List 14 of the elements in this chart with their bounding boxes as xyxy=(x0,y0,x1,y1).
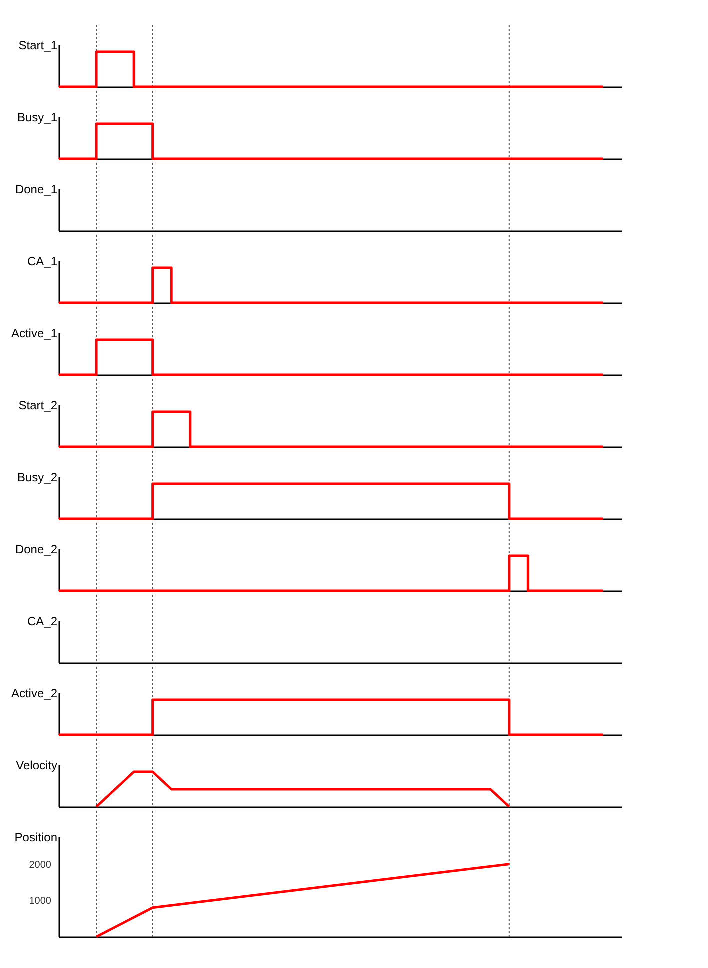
text: Done_1 xyxy=(15,182,58,196)
text: CA_2 xyxy=(27,614,58,628)
y-axis-title: CA_1 xyxy=(27,254,58,268)
y-axis-title: Active_2 xyxy=(11,686,58,700)
y-tick-label: 2000 xyxy=(29,860,52,871)
y-axis-title: Busy_2 xyxy=(17,470,58,484)
y-axis-title: Start_2 xyxy=(18,398,58,412)
y-axis-title: Velocity xyxy=(16,758,58,772)
y-axis-title: Position xyxy=(14,830,58,844)
y-axis-title: Start_1 xyxy=(18,38,58,52)
y-axis-title: Busy_1 xyxy=(17,110,58,124)
y-tick-label: 1000 xyxy=(29,896,52,908)
y-axis-title: Done_2 xyxy=(15,542,58,556)
y-axis-title: Active_1 xyxy=(11,326,58,340)
